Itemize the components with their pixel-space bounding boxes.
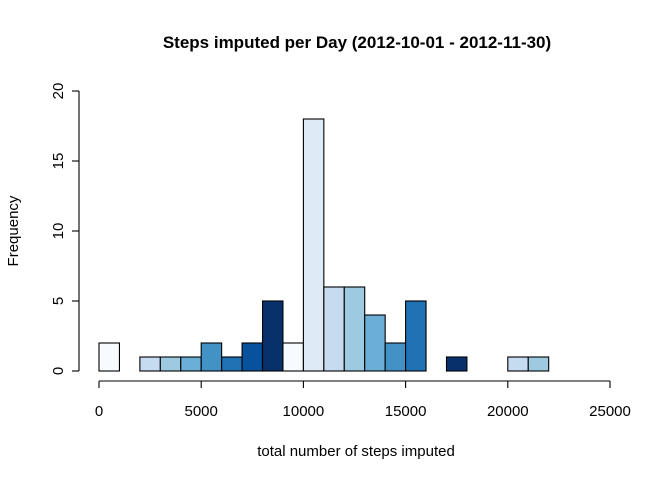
histogram-bar	[282, 342, 304, 372]
histogram-bar	[507, 356, 529, 372]
histogram-bar	[445, 356, 468, 372]
x-axis: 0 5000 10000 15000 20000 25000	[95, 380, 631, 420]
x-axis-label: total number of steps imputed	[257, 443, 455, 460]
histogram-bar	[200, 342, 223, 372]
histogram-bar	[343, 286, 366, 372]
y-axis-label: Frequency	[5, 195, 22, 266]
y-tick-label: 15	[50, 153, 67, 170]
histogram-bar	[323, 286, 345, 372]
histogram-bar	[384, 342, 407, 372]
histogram-bar	[180, 356, 202, 372]
histogram-bar	[221, 356, 243, 372]
histogram-bar	[261, 300, 284, 372]
histogram-bar	[364, 314, 386, 372]
x-tick-label: 10000	[283, 403, 325, 420]
histogram-bars	[98, 118, 550, 372]
histogram-bar	[302, 118, 325, 372]
histogram-bar	[139, 356, 161, 372]
x-tick-label: 25000	[589, 403, 631, 420]
histogram-bar	[159, 356, 182, 372]
y-tick-label: 10	[50, 223, 67, 240]
x-tick-label: 20000	[487, 403, 529, 420]
x-tick-label: 5000	[185, 403, 218, 420]
x-tick-label: 15000	[385, 403, 427, 420]
histogram-bar	[241, 342, 264, 372]
chart-title: Steps imputed per Day (2012-10-01 - 2012…	[163, 33, 551, 52]
y-axis: 0 5 10 15 20	[50, 83, 80, 375]
x-tick-label: 0	[95, 403, 103, 420]
y-tick-label: 5	[50, 297, 67, 305]
y-tick-label: 0	[50, 367, 67, 375]
histogram-bar	[527, 356, 550, 372]
histogram-bar	[405, 300, 427, 372]
histogram-bar	[98, 342, 120, 372]
y-tick-label: 20	[50, 83, 67, 100]
